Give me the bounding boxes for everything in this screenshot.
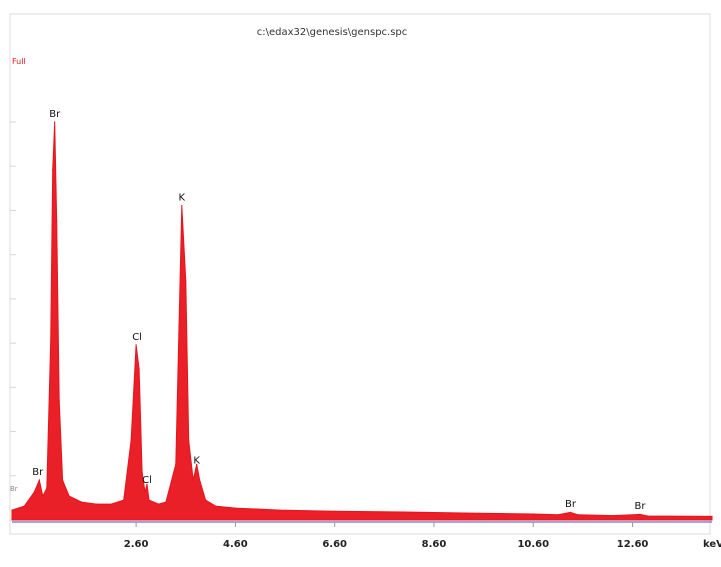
spectrum-point: [639, 513, 641, 516]
spectrum-point: [234, 507, 236, 509]
spectrum-point: [185, 280, 187, 282]
spectrum-point: [148, 499, 150, 501]
spectrum-point: [110, 503, 112, 505]
spectrum-point: [42, 495, 44, 497]
peak-label: K: [179, 193, 186, 204]
spectrum-point: [334, 510, 336, 512]
spectrum-point: [80, 501, 83, 503]
spectrum-point: [141, 471, 143, 473]
spectrum-point: [165, 501, 167, 503]
peak-label: Br: [32, 467, 44, 478]
spectrum-point: [138, 368, 140, 370]
chart-title: c:\edax32\genesis\genspc.spc: [257, 27, 408, 38]
spectrum-point: [52, 169, 54, 171]
plot-frame: [9, 13, 711, 535]
spectrum-point: [557, 514, 559, 516]
spectrum-point: [192, 479, 194, 481]
spectrum-point: [54, 121, 56, 123]
spectrum-point: [33, 491, 35, 493]
x-tick-label: 10.60: [517, 539, 549, 550]
spectrum-point: [38, 479, 40, 481]
peak-label: Br: [635, 501, 647, 512]
peak-labels: Br Cl K Br Cl K Br Br: [32, 109, 646, 512]
spectrum-point: [123, 499, 125, 501]
spectrum-point: [612, 515, 614, 517]
spectrum-point: [532, 513, 534, 515]
peak-label: Br: [565, 499, 577, 510]
spectrum-point: [56, 220, 58, 223]
spectrum-point: [144, 491, 146, 493]
x-tick-label: 6.60: [322, 539, 347, 550]
spectrum-point: [68, 495, 70, 497]
spectrum-point: [403, 511, 405, 513]
spectrum-point: [569, 511, 572, 513]
spectrum-point: [214, 505, 217, 507]
spectrum-point: [130, 439, 132, 441]
spectrum-point: [478, 512, 480, 514]
x-axis-unit: keV: [703, 539, 721, 550]
spectrum-point: [95, 503, 97, 505]
spectrum-point: [181, 205, 183, 207]
spectrum-point: [146, 483, 148, 485]
peak-label: Cl: [142, 475, 152, 486]
spectrum-point: [188, 439, 190, 441]
peak-label: K: [193, 455, 200, 466]
x-tick-label: 12.60: [617, 539, 649, 550]
spectrum-point: [11, 509, 13, 511]
x-tick-label: 8.60: [422, 539, 447, 550]
spectrum-point: [711, 515, 713, 518]
spectrum-point: [577, 514, 579, 516]
spectrum-point: [279, 509, 281, 511]
spectrum-point: [205, 499, 207, 501]
peak-label: Cl: [132, 332, 142, 343]
x-tick-label: 4.60: [223, 539, 248, 550]
spectrum-point: [50, 340, 52, 342]
spectrum-point: [196, 463, 198, 465]
spectrum-point: [58, 400, 60, 402]
spectrum-point: [157, 503, 160, 505]
spectrum-point: [199, 479, 201, 481]
spectrum-point: [23, 505, 25, 507]
spectrum-point: [646, 515, 649, 517]
spectrum-point: [135, 344, 137, 346]
peak-label: Br: [49, 109, 61, 120]
spectrum-point: [175, 463, 177, 465]
spectrum-point: [46, 487, 48, 489]
spectrum-point: [62, 479, 64, 481]
x-axis: 2.60 4.60 6.60 8.60 10.60 12.60 keV: [124, 522, 721, 550]
side-label: Br: [10, 485, 18, 493]
x-tick-label: 2.60: [124, 539, 149, 550]
series-layer: [11, 121, 713, 521]
spectrum-label: Full: [12, 57, 26, 66]
